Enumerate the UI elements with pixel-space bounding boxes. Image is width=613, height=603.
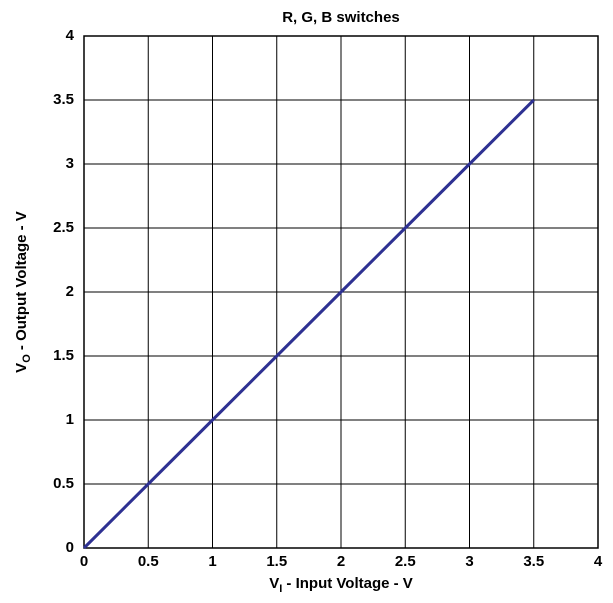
x-tick-label: 2.5	[395, 553, 416, 570]
y-tick-label: 3	[66, 155, 74, 172]
x-label-main: V	[269, 575, 279, 592]
y-label-sub: O	[21, 354, 33, 363]
x-tick-label: 3.5	[523, 553, 544, 570]
chart-title: R, G, B switches	[282, 9, 400, 26]
x-label-rest: - Input Voltage - V	[282, 575, 413, 592]
y-tick-label: 1.5	[53, 347, 74, 364]
y-tick-label: 4	[66, 27, 75, 44]
y-tick-label: 3.5	[53, 91, 74, 108]
x-tick-label: 1	[208, 553, 216, 570]
y-tick-label: 1	[66, 411, 74, 428]
x-tick-label: 3	[465, 553, 473, 570]
y-tick-label: 0.5	[53, 475, 74, 492]
x-axis-label: VI - Input Voltage - V	[269, 575, 413, 595]
y-label-main: V	[13, 363, 30, 373]
x-tick-label: 0.5	[138, 553, 159, 570]
y-tick-label: 2	[66, 283, 74, 300]
x-tick-label: 4	[594, 553, 603, 570]
x-tick-label: 2	[337, 553, 345, 570]
x-tick-label: 0	[80, 553, 88, 570]
y-tick-label: 2.5	[53, 219, 74, 236]
y-axis-label: VO - Output Voltage - V	[13, 211, 33, 373]
x-label-sub: I	[279, 583, 282, 595]
data-line	[82, 98, 535, 550]
x-tick-label: 1.5	[266, 553, 287, 570]
y-label-rest: - Output Voltage - V	[13, 211, 30, 354]
y-tick-label: 0	[66, 539, 74, 556]
